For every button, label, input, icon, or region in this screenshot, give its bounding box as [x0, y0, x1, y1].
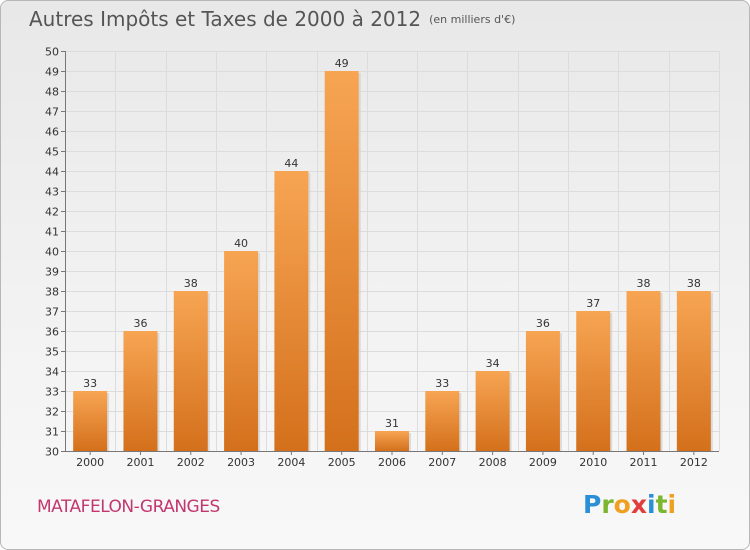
bar-2006 [375, 431, 409, 451]
y-tick-label: 43 [45, 186, 59, 199]
data-labels: 33 36 38 40 44 49 31 33 34 36 37 38 38 [83, 57, 701, 430]
x-tick-label: 2011 [630, 456, 658, 469]
x-tick-label: 2012 [680, 456, 708, 469]
y-tick-label: 42 [45, 206, 59, 219]
x-tick-label: 2000 [76, 456, 104, 469]
bar-2001 [123, 331, 158, 451]
bars [73, 71, 713, 451]
logo-letter: i [647, 490, 656, 519]
x-tick-label: 2003 [227, 456, 255, 469]
y-tick-label: 46 [45, 126, 59, 139]
bar-2008 [475, 371, 510, 451]
x-tick-label: 2009 [529, 456, 557, 469]
axes: 30 31 32 33 34 35 36 37 38 39 40 41 42 43 44 45 46 47 48 49… [45, 46, 719, 469]
chart-title-text: Autres Impôts et Taxes de 2000 à 2012 [29, 7, 422, 31]
bar-2003 [224, 251, 259, 451]
bar-2002 [173, 291, 208, 451]
y-tick-label: 44 [45, 166, 59, 179]
y-tick-label: 35 [45, 346, 59, 359]
bar-2010 [576, 311, 611, 451]
y-tick-label: 39 [45, 266, 59, 279]
logo-letter: t [655, 490, 668, 519]
data-label: 40 [234, 237, 248, 250]
y-tick-label: 33 [45, 386, 59, 399]
x-tick-label: 2004 [277, 456, 305, 469]
commune-name: MATAFELON-GRANGES [37, 497, 220, 517]
y-tick-label: 47 [45, 106, 59, 119]
bar-2007 [425, 391, 460, 451]
y-tick-label: 48 [45, 86, 59, 99]
y-tick-label: 50 [45, 46, 59, 59]
data-label: 38 [637, 277, 651, 290]
logo-letter: o [613, 490, 631, 519]
y-tick-label: 36 [45, 326, 59, 339]
x-tick-label: 2008 [479, 456, 507, 469]
data-label: 34 [486, 357, 500, 370]
bar-2012 [676, 291, 711, 451]
x-tick-label: 2007 [428, 456, 456, 469]
bar-2009 [525, 331, 560, 451]
data-label: 36 [536, 317, 550, 330]
x-tick-label: 2010 [579, 456, 607, 469]
data-label: 36 [133, 317, 147, 330]
bar-2000 [73, 391, 108, 451]
x-tick-label: 2002 [177, 456, 205, 469]
data-label: 33 [83, 377, 97, 390]
y-tick-label: 34 [45, 366, 59, 379]
logo-letter: r [601, 490, 614, 519]
chart-unit: (en milliers d'€) [429, 13, 516, 26]
x-tick-label: 2006 [378, 456, 406, 469]
proxiti-logo: Proxiti [583, 490, 676, 519]
x-tick-label: 2001 [126, 456, 154, 469]
y-tick-label: 30 [45, 446, 59, 459]
data-label: 31 [385, 417, 399, 430]
y-tick-label: 49 [45, 66, 59, 79]
bar-2011 [626, 291, 661, 451]
y-tick-label: 37 [45, 306, 59, 319]
data-label: 38 [687, 277, 701, 290]
y-tick-label: 40 [45, 246, 59, 259]
data-label: 49 [335, 57, 349, 70]
chart-title: Autres Impôts et Taxes de 2000 à 2012 (en… [29, 7, 515, 31]
data-label: 33 [435, 377, 449, 390]
bar-2004 [274, 171, 309, 451]
y-tick-label: 45 [45, 146, 59, 159]
data-label: 44 [284, 157, 298, 170]
y-tick-label: 38 [45, 286, 59, 299]
y-tick-label: 32 [45, 406, 59, 419]
logo-letter: x [630, 490, 647, 519]
logo-letter: P [583, 490, 602, 519]
x-tick-label: 2005 [328, 456, 356, 469]
logo-letter: i [667, 490, 677, 519]
y-tick-label: 31 [45, 426, 59, 439]
data-label: 38 [184, 277, 198, 290]
data-label: 37 [586, 297, 600, 310]
y-tick-label: 41 [45, 226, 59, 239]
bar-2005 [324, 71, 359, 451]
grid-lines [65, 51, 720, 452]
